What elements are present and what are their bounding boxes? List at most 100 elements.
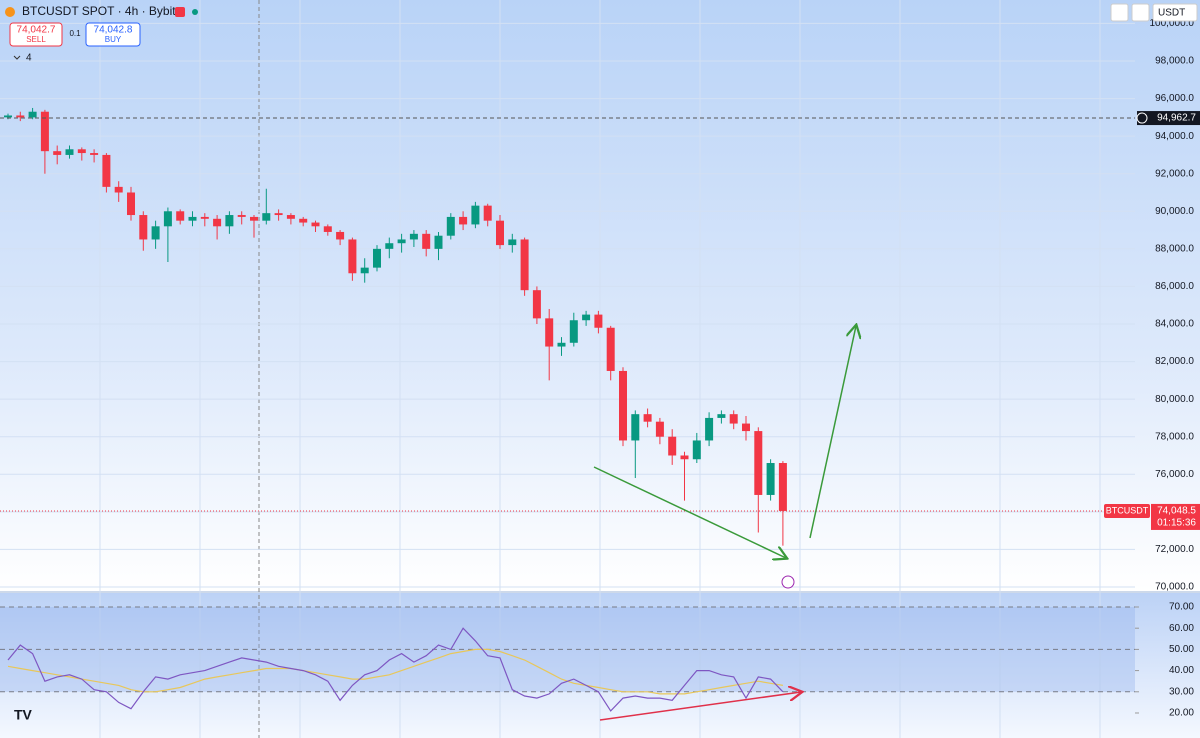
candle-body: [163, 211, 172, 227]
target-arrow: [809, 326, 856, 539]
rsi-ma-line: [7, 648, 784, 695]
candle-body: [250, 216, 258, 221]
sell-price: 74,042.7: [17, 25, 56, 36]
y-tick-label: 90,000.0: [1155, 206, 1194, 217]
currency: USDT: [1158, 8, 1185, 19]
candle-body: [496, 220, 504, 246]
candle-body: [446, 216, 455, 236]
candle-body: [705, 417, 714, 441]
y-tick-label: 94,000.0: [1155, 131, 1194, 142]
symbol-tag: [1104, 503, 1150, 518]
candle-body: [643, 414, 652, 422]
candle-body: [483, 205, 492, 221]
candle-body: [545, 318, 554, 347]
candle-body: [655, 421, 664, 437]
candle-body: [151, 226, 160, 240]
buy-label: BUY: [105, 35, 122, 44]
logo: TV: [14, 707, 33, 723]
y-tick-label: 98,000.0: [1155, 56, 1194, 67]
candle-body: [742, 423, 750, 432]
candle-body: [348, 239, 357, 274]
event-icon[interactable]: [781, 575, 795, 589]
y-tick-label: 78,000.0: [1155, 431, 1194, 442]
candle-body: [459, 216, 468, 225]
last-price-label: 74,048.5: [1157, 506, 1196, 517]
candle-body: [77, 149, 86, 154]
y-tick-label: 72,000.0: [1155, 544, 1194, 555]
candle-body: [225, 215, 234, 227]
refresh-button[interactable]: [1131, 3, 1150, 22]
candle-body: [102, 154, 111, 187]
candle-body: [323, 226, 332, 232]
buy-button[interactable]: [85, 22, 141, 47]
candle-body: [311, 222, 320, 227]
y-tick-label: 80,000.0: [1155, 394, 1194, 405]
y-tick-label: 100,000.0: [1150, 18, 1195, 29]
candle-body: [520, 239, 529, 291]
rsi-tick-label: 30.00: [1169, 686, 1194, 697]
candle-body: [668, 436, 677, 456]
candle-body: [717, 414, 726, 418]
candle-body: [754, 431, 763, 495]
candle-body: [299, 218, 308, 223]
quantity: 0.1: [69, 29, 81, 38]
y-tick-label: 96,000.0: [1155, 93, 1194, 104]
y-tick-label: 76,000.0: [1155, 469, 1194, 480]
candle-body: [53, 151, 62, 155]
y-tick-label: 88,000.0: [1155, 243, 1194, 254]
candle-body: [508, 239, 517, 246]
candle-body: [65, 149, 74, 155]
price-tag: [1151, 503, 1200, 530]
candle-body: [385, 243, 394, 249]
candle-body: [778, 463, 787, 511]
rsi-tick-label: 50.00: [1169, 644, 1194, 655]
candle-body: [606, 327, 615, 371]
candle-body: [360, 267, 369, 274]
candle-body: [471, 205, 480, 225]
y-tick-label: 84,000.0: [1155, 319, 1194, 330]
y-tick-label: 82,000.0: [1155, 356, 1194, 367]
reference-tag: [1137, 111, 1200, 126]
candle-body: [409, 233, 418, 240]
candle-body: [188, 216, 197, 221]
candle-body: [532, 290, 541, 319]
candle-body: [16, 115, 25, 118]
status-flag: [175, 7, 185, 17]
candle-body: [631, 414, 640, 441]
candle-body: [557, 342, 566, 347]
divergence-arrow: [599, 692, 801, 721]
y-tick-label: 86,000.0: [1155, 281, 1194, 292]
symbol-label: BTCUSDT: [1106, 505, 1149, 515]
indicator-count: 4: [26, 53, 32, 64]
candle-body: [139, 215, 148, 240]
candle-body: [90, 153, 99, 155]
candle-body: [176, 211, 185, 221]
candle-body: [262, 213, 271, 221]
y-tick-label: 70,000.0: [1155, 582, 1194, 593]
candle-body: [213, 218, 222, 227]
download-button[interactable]: [1110, 3, 1129, 22]
symbol-icon: [5, 7, 15, 17]
collapse-icon[interactable]: [13, 55, 21, 60]
status-dot: [192, 9, 198, 15]
candle-body: [569, 320, 578, 343]
candle-body: [114, 186, 123, 193]
candle-body: [594, 314, 603, 328]
candle-body: [692, 440, 701, 460]
reference-label: 94,962.7: [1157, 113, 1196, 124]
sell-button[interactable]: [9, 22, 63, 47]
candle-body: [28, 111, 37, 118]
sell-label: SELL: [26, 35, 46, 44]
candle-body: [336, 231, 345, 240]
candle-body: [422, 233, 431, 249]
rsi-tick-label: 60.00: [1169, 623, 1194, 634]
rsi-tick-label: 20.00: [1169, 708, 1194, 719]
symbol-title: BTCUSDT SPOT · 4h · Bybit: [22, 4, 176, 18]
currency-select[interactable]: [1152, 3, 1198, 22]
candle-body: [127, 192, 135, 216]
buy-price: 74,042.8: [94, 25, 133, 36]
add-alert: [1136, 112, 1148, 124]
candle-body: [4, 115, 12, 118]
countdown: 01:15:36: [1157, 518, 1196, 529]
